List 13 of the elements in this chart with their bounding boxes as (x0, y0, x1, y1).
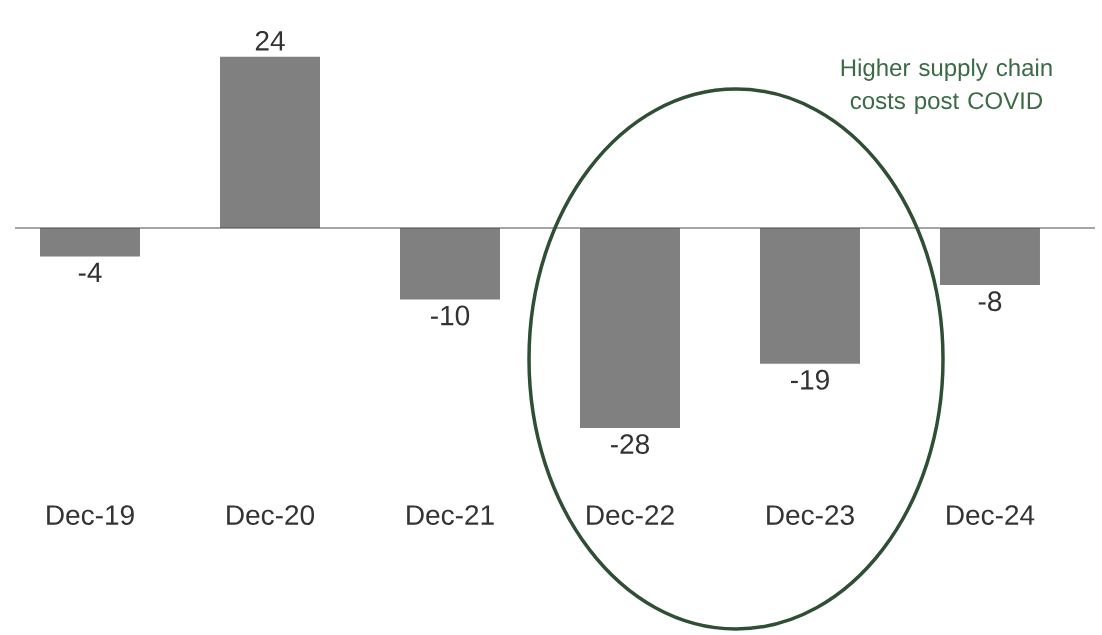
data-label: -28 (610, 434, 649, 454)
x-tick-label: Dec-20 (227, 505, 315, 525)
x-tick-label: Dec-22 (587, 505, 674, 525)
data-label: -8 (978, 291, 1002, 312)
x-tick-label: Dec-19 (47, 505, 134, 525)
data-label: -19 (790, 369, 829, 390)
data-label: -10 (431, 305, 470, 326)
x-tick-label: Dec-24 (947, 505, 1035, 525)
x-tick-label: Dec-23 (767, 505, 854, 525)
data-label: -4 (78, 262, 102, 283)
data-label: 24 (255, 30, 285, 51)
x-tick-label: Dec-21 (407, 505, 494, 525)
annotation: Higher supply chain costs post COVID (841, 58, 1052, 114)
